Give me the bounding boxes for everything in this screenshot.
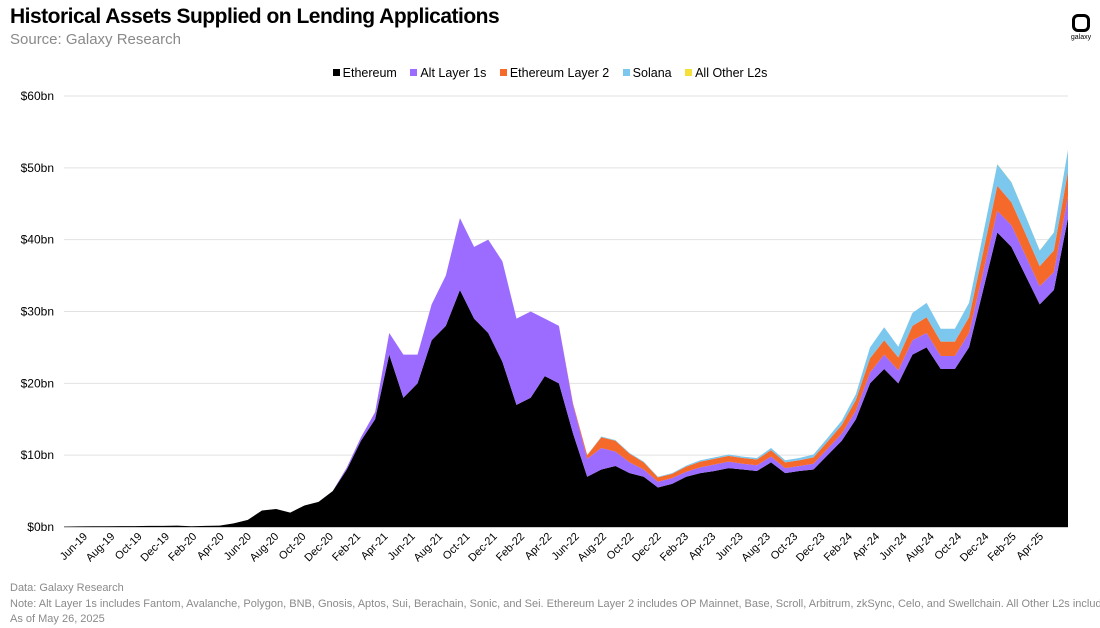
x-tick-label: Dec-21: [466, 531, 500, 565]
footer-data-note: Data: Galaxy Research: [10, 582, 124, 594]
x-tick-label: Dec-19: [138, 531, 172, 565]
x-tick-label: Aug-19: [84, 531, 118, 565]
footer-as-of: As of May 26, 2025: [10, 613, 105, 625]
x-tick-label: Feb-21: [330, 531, 363, 564]
legend-item-all-other-l2s: All Other L2s: [685, 66, 767, 80]
legend-swatch-ethereum-layer-2: [499, 69, 507, 76]
legend-item-ethereum-layer-2: Ethereum Layer 2: [499, 66, 610, 80]
x-tick-label: Apr-23: [687, 531, 719, 563]
legend-label-all-other-l2s: All Other L2s: [695, 66, 768, 80]
x-tick-label: Aug-24: [903, 531, 937, 565]
y-tick-label: $0bn: [27, 520, 54, 534]
x-tick-label: Dec-23: [794, 531, 828, 565]
x-tick-label: Apr-25: [1014, 531, 1046, 563]
legend-item-ethereum: Ethereum: [332, 66, 397, 80]
series-areas: [64, 149, 1068, 527]
stacked-area-chart: $0bn $10bn $20bn $30bn $40bn $50bn $60bn Jun-1…: [21, 89, 1068, 565]
legend-swatch-alt-layer-1s: [410, 69, 418, 76]
legend-item-alt-layer-1s: Alt Layer 1s: [410, 66, 486, 80]
x-tick-label: Feb-22: [494, 531, 527, 564]
x-tick-label: Apr-22: [523, 531, 555, 563]
y-tick-label: $20bn: [21, 376, 54, 390]
x-tick-label: Aug-20: [248, 531, 282, 565]
x-tick-label: Dec-24: [958, 531, 992, 565]
chart-title: Historical Assets Supplied on Lending Ap…: [10, 5, 500, 28]
x-tick-label: Dec-22: [630, 531, 664, 565]
y-tick-label: $30bn: [21, 305, 54, 319]
galaxy-logo-icon: [1072, 14, 1090, 32]
footer-note: Note: Alt Layer 1s includes Fantom, Aval…: [10, 598, 1100, 610]
x-tick-label: Feb-20: [166, 531, 199, 564]
x-tick-label: Apr-21: [359, 531, 391, 563]
y-tick-label: $50bn: [21, 161, 54, 175]
legend-item-solana: Solana: [622, 66, 672, 80]
legend-label-alt-layer-1s: Alt Layer 1s: [420, 66, 487, 80]
x-tick-label: Aug-22: [576, 531, 610, 565]
x-tick-label: Apr-20: [195, 531, 227, 563]
legend-label-solana: Solana: [632, 66, 672, 80]
x-tick-label: Aug-21: [412, 531, 446, 565]
legend-swatch-all-other-l2s: [685, 69, 693, 76]
chart-subtitle: Source: Galaxy Research: [10, 31, 181, 48]
x-tick-label: Aug-23: [739, 531, 773, 565]
x-tick-label: Feb-23: [658, 531, 691, 564]
legend-swatch-solana: [622, 69, 630, 76]
chart-legend: Ethereum Alt Layer 1s Ethereum Layer 2 S…: [0, 66, 1100, 80]
x-tick-label: Apr-24: [850, 531, 882, 563]
x-tick-label: Feb-25: [986, 531, 1019, 564]
x-tick-label: Feb-24: [822, 531, 855, 564]
galaxy-logo: galaxy: [1064, 14, 1098, 50]
x-axis: Jun-19Aug-19Oct-19Dec-19Feb-20Apr-20Jun-…: [58, 531, 1046, 565]
series-area-ethereum: [64, 218, 1068, 527]
legend-label-ethereum: Ethereum: [342, 66, 397, 80]
y-tick-label: $60bn: [21, 89, 54, 103]
galaxy-logo-text: galaxy: [1070, 34, 1092, 41]
y-axis: $0bn $10bn $20bn $30bn $40bn $50bn $60bn: [21, 89, 54, 534]
x-tick-label: Dec-20: [302, 531, 336, 565]
y-tick-label: $10bn: [21, 448, 54, 462]
legend-label-ethereum-layer-2: Ethereum Layer 2: [509, 66, 610, 80]
y-tick-label: $40bn: [21, 233, 54, 247]
legend-swatch-ethereum: [332, 69, 340, 76]
